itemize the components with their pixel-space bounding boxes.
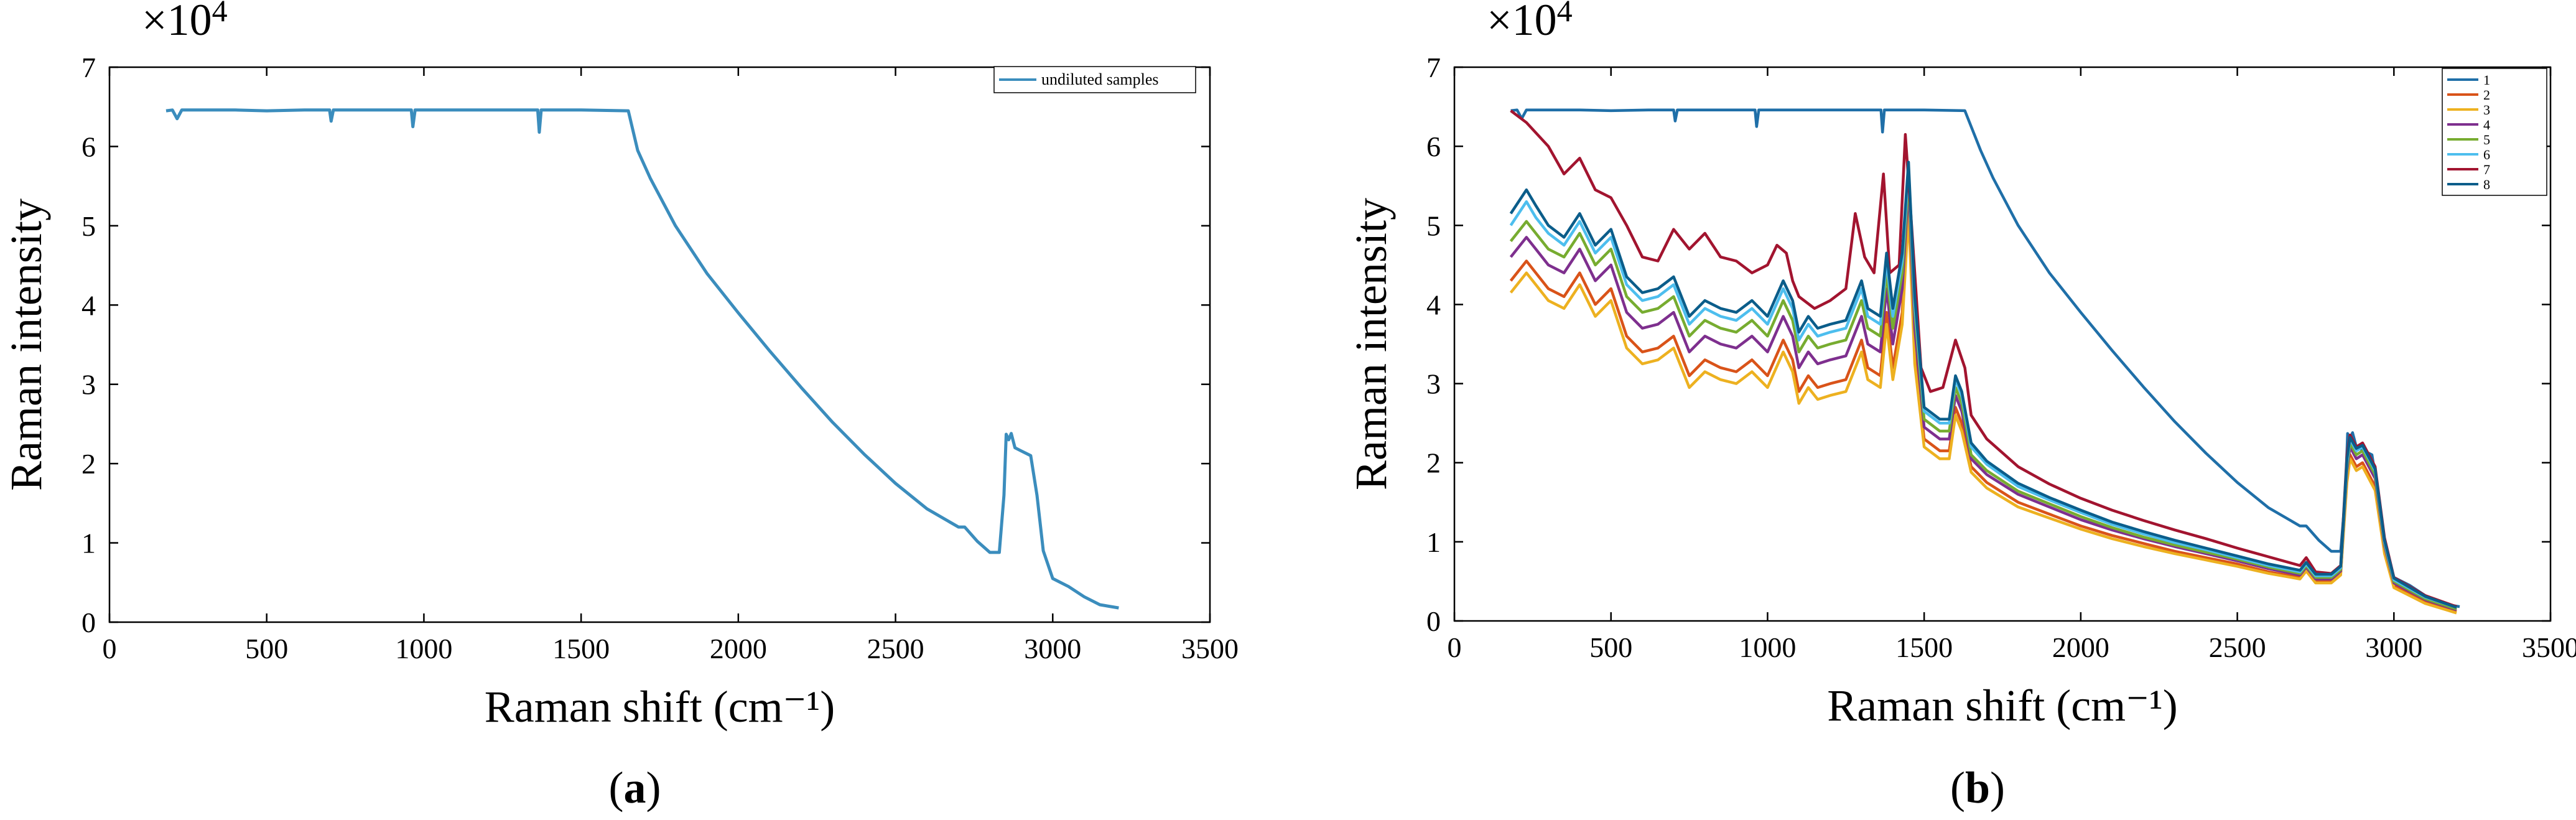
legend-entry-label: 6 bbox=[2483, 147, 2490, 162]
y-tick-label: 1 bbox=[81, 528, 96, 559]
y-tick-label: 0 bbox=[81, 607, 96, 638]
y-tick-label: 7 bbox=[81, 52, 96, 83]
legend-entry-label: undiluted samples bbox=[1041, 70, 1158, 88]
x-tick-label: 500 bbox=[245, 633, 288, 664]
x-axis-label: Raman shift (cm⁻¹) bbox=[1827, 681, 2177, 730]
x-tick-label: 2500 bbox=[2209, 631, 2266, 663]
series-line-5 bbox=[1509, 176, 2457, 611]
y-tick-label: 4 bbox=[81, 289, 96, 321]
x-axis-label: Raman shift (cm⁻¹) bbox=[485, 682, 835, 732]
axis-multiplier-exponent: 4 bbox=[1557, 0, 1573, 28]
panel-label-letter: b bbox=[1965, 763, 1990, 813]
plot-frame bbox=[108, 66, 1211, 623]
x-tick-label: 1000 bbox=[395, 633, 452, 664]
x-tick-label: 0 bbox=[1448, 631, 1462, 663]
series-line-4 bbox=[1509, 184, 2457, 612]
panel-label: (b) bbox=[1950, 763, 2005, 813]
y-tick-label: 1 bbox=[1426, 526, 1441, 558]
panel-label-open: ( bbox=[609, 763, 624, 813]
y-tick-label: 6 bbox=[81, 131, 96, 162]
legend-entry-label: 4 bbox=[2483, 117, 2490, 133]
panel-label-close: ) bbox=[646, 763, 661, 813]
series-line-6 bbox=[1509, 169, 2457, 609]
axis-multiplier-base: ×10 bbox=[142, 0, 212, 45]
y-tick-label: 2 bbox=[81, 448, 96, 480]
x-tick-label: 1000 bbox=[1739, 631, 1796, 663]
legend-entry-label: 7 bbox=[2483, 162, 2490, 177]
y-tick-label: 5 bbox=[81, 210, 96, 242]
series-line-2 bbox=[1509, 200, 2457, 613]
y-tick-label: 7 bbox=[1426, 52, 1441, 83]
panel-label-open: ( bbox=[1950, 763, 1965, 813]
x-tick-label: 3000 bbox=[1024, 633, 1081, 664]
y-axis-label: Raman intensity bbox=[1346, 198, 1396, 490]
legend-entry-label: 5 bbox=[2483, 132, 2490, 147]
axis-multiplier: ×104 bbox=[142, 0, 228, 45]
series-line-7 bbox=[1510, 109, 2457, 608]
y-tick-label: 2 bbox=[1426, 447, 1441, 479]
x-tick-label: 2500 bbox=[867, 633, 924, 664]
x-tick-label: 1500 bbox=[1895, 631, 1953, 663]
y-axis-label: Raman intensity bbox=[1, 198, 51, 491]
axis-multiplier-base: ×10 bbox=[1487, 0, 1557, 45]
x-tick-label: 3000 bbox=[2365, 631, 2422, 663]
series-line-3 bbox=[1509, 212, 2457, 615]
axis-multiplier: ×104 bbox=[1487, 0, 1573, 45]
x-tick-label: 0 bbox=[103, 633, 117, 664]
chart-panel-b: 0 500 1000 1500 2000 2500 3000 350001234567×104… bbox=[1346, 0, 2576, 813]
chart-panel-a: 0 500 1000 1500 2000 2500 3000 350001234567×104… bbox=[1, 0, 1239, 813]
x-tick-label: 3500 bbox=[1181, 633, 1239, 664]
plot-frame bbox=[1453, 66, 2552, 622]
panel-label-letter: a bbox=[624, 763, 646, 813]
x-tick-label: 3500 bbox=[2522, 631, 2576, 663]
series-line-1 bbox=[1510, 108, 2460, 608]
legend-entry-label: 8 bbox=[2483, 177, 2490, 192]
legend: undiluted samples bbox=[993, 66, 1196, 93]
panel-label: (a) bbox=[609, 763, 661, 813]
x-tick-label: 2000 bbox=[710, 633, 767, 664]
legend-box bbox=[2442, 68, 2547, 196]
legend-entry-label: 3 bbox=[2483, 102, 2490, 118]
series-line-8 bbox=[1509, 161, 2457, 609]
y-tick-label: 0 bbox=[1426, 605, 1441, 637]
x-tick-label: 1500 bbox=[552, 633, 610, 664]
y-tick-label: 6 bbox=[1426, 131, 1441, 162]
x-tick-label: 500 bbox=[1589, 631, 1632, 663]
y-tick-label: 3 bbox=[1426, 368, 1441, 400]
legend-entry-label: 1 bbox=[2483, 72, 2490, 88]
axis-multiplier-exponent: 4 bbox=[212, 0, 228, 28]
legend-entry-label: 2 bbox=[2483, 87, 2490, 103]
y-tick-label: 5 bbox=[1426, 210, 1441, 241]
panel-label-close: ) bbox=[1990, 763, 2005, 813]
y-tick-label: 3 bbox=[81, 369, 96, 401]
x-tick-label: 2000 bbox=[2052, 631, 2109, 663]
y-tick-label: 4 bbox=[1426, 289, 1441, 320]
series-line-undiluted-samples bbox=[165, 108, 1119, 610]
